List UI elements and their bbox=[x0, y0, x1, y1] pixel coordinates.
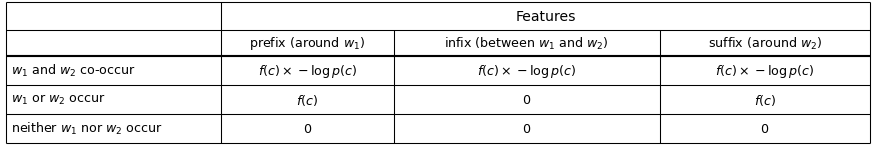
Text: $0$: $0$ bbox=[760, 122, 769, 135]
Text: $w_1$ or $w_2$ occur: $w_1$ or $w_2$ occur bbox=[11, 93, 105, 107]
Text: $f(c)$: $f(c)$ bbox=[754, 93, 776, 107]
Text: $w_1$ and $w_2$ co-occur: $w_1$ and $w_2$ co-occur bbox=[11, 63, 136, 79]
Text: $f(c)\times -\log p(c)$: $f(c)\times -\log p(c)$ bbox=[716, 62, 815, 80]
Text: $0$: $0$ bbox=[303, 122, 312, 135]
Text: Features: Features bbox=[515, 9, 576, 24]
Text: $0$: $0$ bbox=[522, 93, 532, 106]
Text: $f(c)\times -\log p(c)$: $f(c)\times -\log p(c)$ bbox=[258, 62, 357, 80]
Text: neither $w_1$ nor $w_2$ occur: neither $w_1$ nor $w_2$ occur bbox=[11, 121, 163, 137]
Text: suffix (around $w_2$): suffix (around $w_2$) bbox=[708, 35, 822, 52]
Text: $f(c)\times -\log p(c)$: $f(c)\times -\log p(c)$ bbox=[477, 62, 576, 80]
Text: $f(c)$: $f(c)$ bbox=[296, 93, 318, 107]
Text: infix (between $w_1$ and $w_2$): infix (between $w_1$ and $w_2$) bbox=[444, 35, 609, 52]
Text: $0$: $0$ bbox=[522, 122, 532, 135]
Text: prefix (around $w_1$): prefix (around $w_1$) bbox=[250, 35, 365, 52]
